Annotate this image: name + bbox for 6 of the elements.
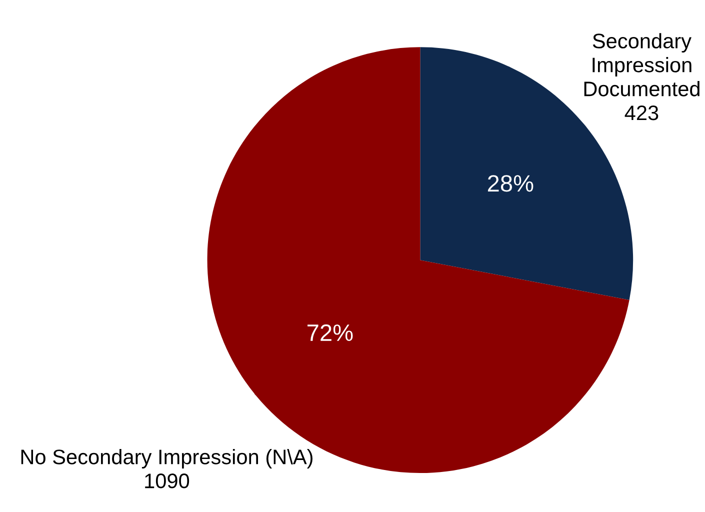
- text: 423: [624, 106, 658, 120]
- slice-label: Secondary Impression Documented: [584, 33, 700, 96]
- data-label: 28%: [488, 175, 534, 192]
- slice-label: No Secondary Impression (N\A): [21, 449, 312, 468]
- data-label: 72%: [308, 324, 353, 341]
- text: 1090: [145, 474, 190, 488]
